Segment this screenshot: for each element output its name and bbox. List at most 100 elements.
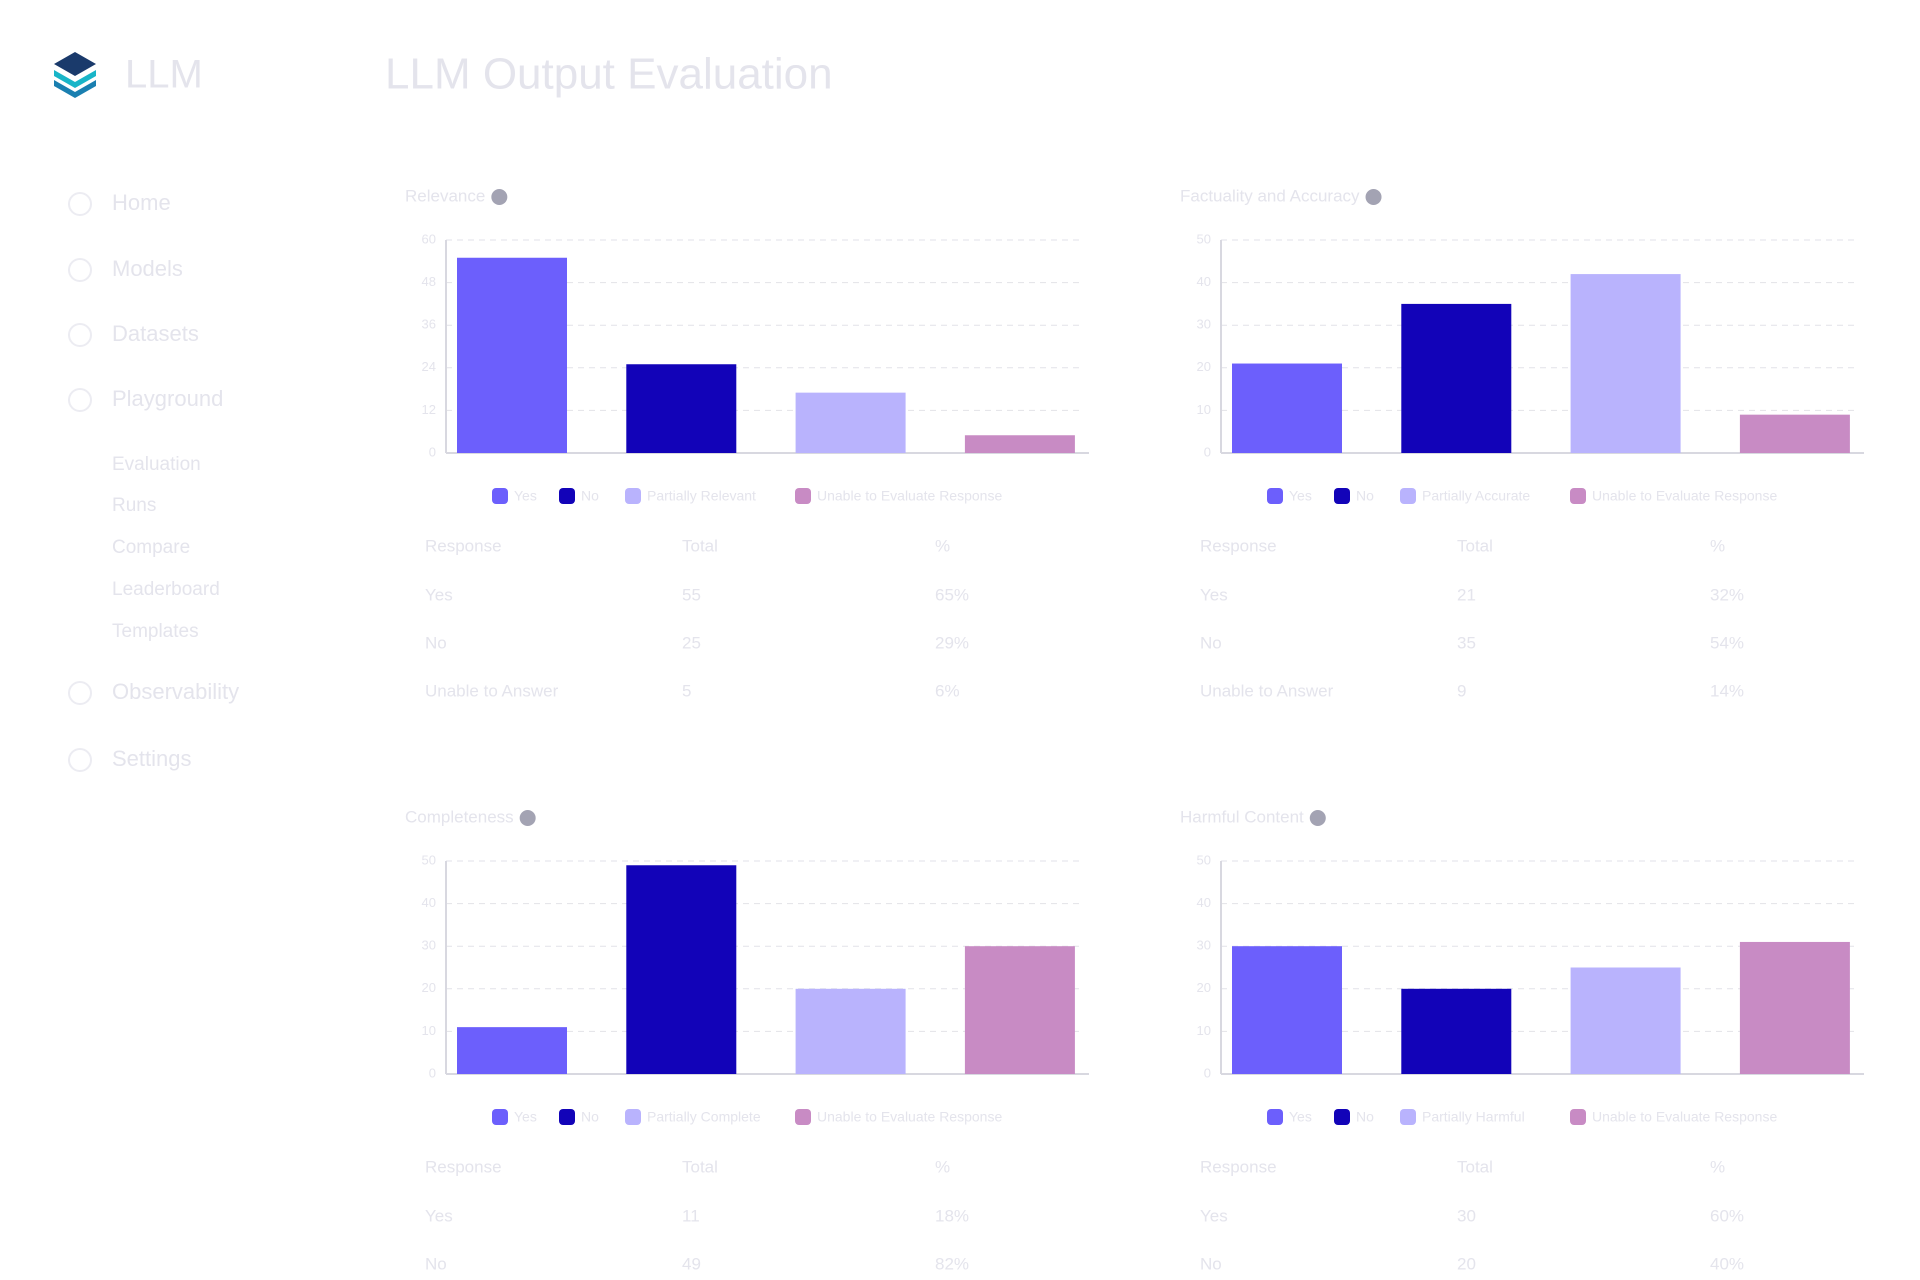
nav-sub-item[interactable]: Templates: [112, 621, 199, 642]
nav-icon: [68, 192, 92, 216]
legend-swatch[interactable]: [1400, 488, 1416, 504]
nav-sub-item[interactable]: Leaderboard: [112, 579, 220, 600]
legend-label[interactable]: No: [581, 488, 599, 504]
nav-item[interactable]: Models: [112, 256, 183, 281]
nav-item[interactable]: Playground: [112, 386, 223, 411]
table-header: %: [1710, 536, 1725, 555]
nav-item[interactable]: Observability: [112, 679, 239, 704]
legend-label[interactable]: Yes: [1289, 488, 1312, 504]
table-header: Total: [1457, 536, 1493, 555]
table-cell: 18%: [935, 1206, 969, 1225]
legend-label[interactable]: Unable to Evaluate Response: [817, 1109, 1002, 1125]
bar: [964, 435, 1075, 453]
table-header: %: [1710, 1157, 1725, 1176]
table-header: Total: [682, 536, 718, 555]
y-tick-label: 20: [1197, 980, 1211, 995]
nav-icon: [68, 258, 92, 282]
y-tick-label: 48: [422, 274, 436, 289]
table-cell: 65%: [935, 585, 969, 604]
table-cell: No: [425, 633, 447, 652]
bar: [626, 865, 737, 1074]
table-cell: Yes: [425, 1206, 453, 1225]
bar: [1232, 946, 1342, 1074]
table-cell: 20: [1457, 1254, 1476, 1273]
table-cell: 54%: [1710, 633, 1744, 652]
table-cell: 32%: [1710, 585, 1744, 604]
table-cell: 60%: [1710, 1206, 1744, 1225]
bar: [964, 946, 1075, 1074]
bar: [457, 257, 567, 453]
table-header: %: [935, 1157, 950, 1176]
info-icon[interactable]: [519, 810, 536, 826]
legend-swatch[interactable]: [625, 1109, 641, 1125]
nav-sub-item[interactable]: Evaluation: [112, 454, 201, 475]
y-tick-label: 20: [422, 980, 436, 995]
legend-label[interactable]: Yes: [514, 488, 537, 504]
y-tick-label: 50: [422, 852, 436, 867]
nav-item[interactable]: Home: [112, 190, 171, 215]
legend-swatch[interactable]: [559, 1109, 575, 1125]
legend-label[interactable]: No: [1356, 488, 1374, 504]
table-cell: No: [1200, 633, 1222, 652]
legend-swatch[interactable]: [559, 488, 575, 504]
brand: LLM: [125, 53, 203, 97]
info-icon[interactable]: [1309, 810, 1326, 826]
table-cell: 21: [1457, 585, 1476, 604]
legend-swatch[interactable]: [1334, 488, 1350, 504]
y-tick-label: 10: [1197, 1023, 1211, 1038]
legend-label[interactable]: Unable to Evaluate Response: [817, 488, 1002, 504]
y-tick-label: 10: [422, 1023, 436, 1038]
legend-swatch[interactable]: [1570, 488, 1586, 504]
table-cell: 5: [682, 681, 691, 700]
legend-swatch[interactable]: [1334, 1109, 1350, 1125]
legend-label[interactable]: Partially Harmful: [1422, 1109, 1525, 1125]
table-cell: Yes: [1200, 585, 1228, 604]
y-tick-label: 40: [1197, 274, 1211, 289]
table-cell: 82%: [935, 1254, 969, 1273]
y-tick-label: 24: [422, 359, 436, 374]
legend-label[interactable]: Unable to Evaluate Response: [1592, 1109, 1777, 1125]
table-cell: 49: [682, 1254, 701, 1273]
legend-label[interactable]: Partially Relevant: [647, 488, 756, 504]
table-cell: 11: [682, 1206, 700, 1225]
legend-label[interactable]: Yes: [1289, 1109, 1312, 1125]
legend-swatch[interactable]: [625, 488, 641, 504]
nav-sub-item[interactable]: Compare: [112, 537, 190, 558]
legend-swatch[interactable]: [795, 1109, 811, 1125]
legend-label[interactable]: Partially Accurate: [1422, 488, 1530, 504]
table-cell: Unable to Answer: [1200, 681, 1334, 700]
legend-label[interactable]: Unable to Evaluate Response: [1592, 488, 1777, 504]
legend-swatch[interactable]: [1400, 1109, 1416, 1125]
nav-item[interactable]: Settings: [112, 746, 192, 771]
legend-swatch[interactable]: [492, 488, 508, 504]
table-cell: Yes: [1200, 1206, 1228, 1225]
legend-label[interactable]: No: [1356, 1109, 1374, 1125]
table-header: Response: [425, 536, 502, 555]
info-icon[interactable]: [1365, 189, 1382, 205]
nav-item[interactable]: Datasets: [112, 321, 199, 346]
table-cell: No: [425, 1254, 447, 1273]
bar: [1232, 363, 1342, 453]
legend-swatch[interactable]: [1570, 1109, 1586, 1125]
legend-label[interactable]: Yes: [514, 1109, 537, 1125]
bar: [795, 988, 906, 1074]
y-tick-label: 40: [422, 895, 436, 910]
table-cell: Unable to Answer: [425, 681, 559, 700]
table-cell: 14%: [1710, 681, 1744, 700]
legend-swatch[interactable]: [1267, 488, 1283, 504]
info-icon[interactable]: [491, 189, 508, 205]
legend-label[interactable]: No: [581, 1109, 599, 1125]
nav-icon: [68, 681, 92, 705]
legend-label[interactable]: Partially Complete: [647, 1109, 761, 1125]
y-tick-label: 12: [422, 402, 436, 417]
legend-swatch[interactable]: [492, 1109, 508, 1125]
legend-swatch[interactable]: [1267, 1109, 1283, 1125]
legend-swatch[interactable]: [795, 488, 811, 504]
table-header: Response: [1200, 536, 1277, 555]
y-tick-label: 0: [429, 1065, 436, 1080]
bar: [1739, 414, 1850, 453]
table-header: %: [935, 536, 950, 555]
logo: [54, 52, 96, 98]
y-tick-label: 60: [422, 231, 436, 246]
nav-sub-item[interactable]: Runs: [112, 495, 156, 516]
